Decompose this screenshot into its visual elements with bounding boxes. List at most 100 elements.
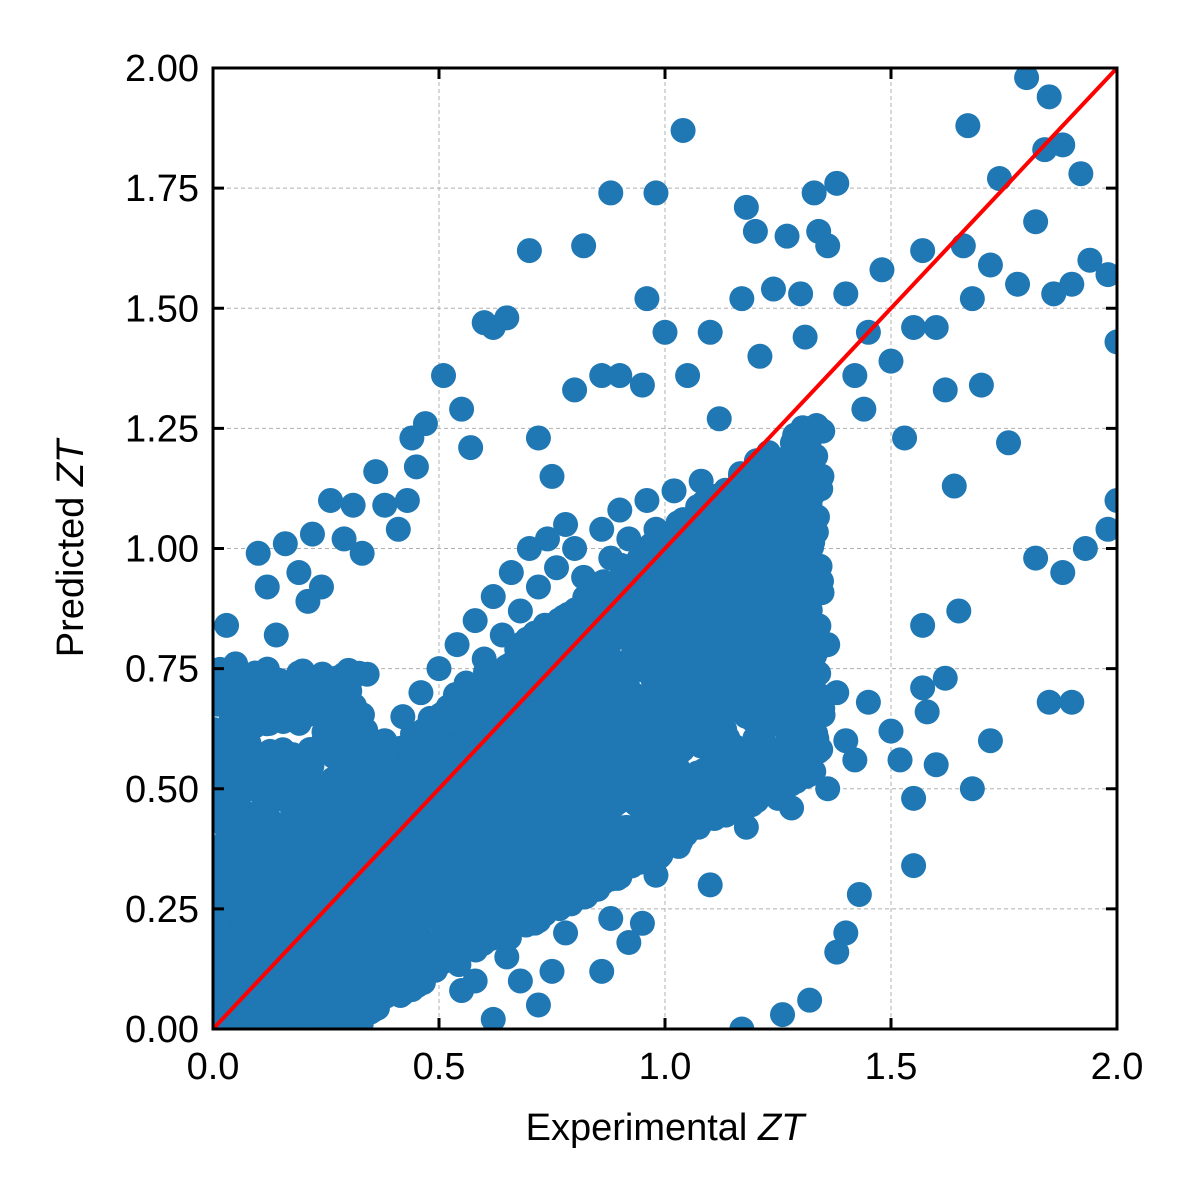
dense-point bbox=[456, 932, 482, 958]
data-point bbox=[629, 372, 655, 398]
data-points bbox=[213, 68, 1117, 1029]
data-point bbox=[426, 656, 452, 682]
dense-point bbox=[706, 700, 732, 726]
data-point bbox=[788, 281, 814, 307]
dense-point bbox=[727, 633, 753, 659]
data-point bbox=[1077, 247, 1103, 273]
data-point bbox=[525, 574, 551, 600]
dense-point bbox=[220, 854, 246, 880]
data-point bbox=[688, 468, 714, 494]
data-point bbox=[986, 166, 1012, 192]
data-point bbox=[806, 660, 832, 686]
dense-point bbox=[610, 732, 636, 758]
data-point bbox=[1036, 84, 1062, 110]
data-point bbox=[453, 670, 479, 696]
data-point bbox=[733, 814, 759, 840]
data-point bbox=[901, 785, 927, 811]
data-point bbox=[417, 958, 443, 984]
data-point bbox=[263, 881, 289, 907]
dense-point bbox=[671, 646, 697, 672]
data-point bbox=[254, 752, 280, 778]
data-point bbox=[1095, 516, 1117, 542]
dense-point bbox=[627, 690, 653, 716]
data-point bbox=[697, 497, 723, 523]
dense-point bbox=[239, 775, 265, 801]
data-point bbox=[281, 862, 307, 888]
dense-point bbox=[700, 589, 726, 615]
data-point bbox=[869, 257, 895, 283]
data-point bbox=[589, 363, 615, 389]
dense-point bbox=[321, 917, 347, 943]
data-point bbox=[598, 905, 624, 931]
dense-point bbox=[559, 800, 585, 826]
data-point bbox=[589, 958, 615, 984]
data-point bbox=[815, 776, 841, 802]
dense-point bbox=[647, 574, 673, 600]
dense-point bbox=[628, 606, 654, 632]
data-point bbox=[390, 896, 416, 922]
data-point bbox=[431, 363, 457, 389]
y-axis-title: Predicted ZT bbox=[50, 437, 92, 657]
data-point bbox=[245, 910, 271, 936]
dense-point bbox=[483, 877, 509, 903]
dense-point bbox=[652, 628, 678, 654]
data-point bbox=[774, 223, 800, 249]
dense-point bbox=[682, 625, 708, 651]
data-point bbox=[670, 507, 696, 533]
x-tick-label: 1.5 bbox=[865, 1046, 918, 1088]
data-point bbox=[770, 1002, 796, 1028]
data-point bbox=[381, 766, 407, 792]
data-point bbox=[372, 492, 398, 518]
data-point bbox=[968, 372, 994, 398]
dense-point bbox=[789, 474, 815, 500]
x-tick-labels: 0.0 0.5 1.0 1.5 2.0 bbox=[187, 1046, 1144, 1088]
dense-point bbox=[428, 766, 454, 792]
data-point bbox=[498, 560, 524, 586]
data-point bbox=[797, 987, 823, 1013]
y-tick-label: 1.75 bbox=[125, 168, 199, 210]
data-point bbox=[589, 516, 615, 542]
data-point bbox=[417, 718, 443, 744]
data-point bbox=[444, 632, 470, 658]
dense-point bbox=[255, 661, 281, 687]
data-point bbox=[236, 708, 262, 734]
dense-point bbox=[303, 778, 329, 804]
data-point bbox=[281, 776, 307, 802]
data-point bbox=[643, 180, 669, 206]
dense-point bbox=[701, 805, 727, 831]
dense-point bbox=[231, 754, 257, 780]
data-point bbox=[399, 742, 425, 768]
data-point bbox=[227, 930, 253, 956]
dense-point bbox=[625, 751, 651, 777]
y-tick-label: 0.25 bbox=[125, 889, 199, 931]
data-point bbox=[855, 689, 881, 715]
data-point bbox=[715, 785, 741, 811]
dense-point bbox=[604, 865, 630, 891]
y-axis-title-var: ZT bbox=[50, 437, 92, 487]
data-point bbox=[652, 319, 678, 345]
data-point bbox=[892, 425, 918, 451]
y-tick-label: 1.50 bbox=[125, 288, 199, 330]
dense-point bbox=[794, 424, 820, 450]
data-point bbox=[842, 747, 868, 773]
dense-point bbox=[602, 708, 628, 734]
data-point bbox=[462, 968, 488, 994]
dense-point bbox=[569, 729, 595, 755]
dense-point bbox=[252, 799, 278, 825]
dense-point-cloud bbox=[213, 413, 836, 1029]
data-point bbox=[675, 363, 701, 389]
data-point bbox=[996, 430, 1022, 456]
data-point bbox=[299, 521, 325, 547]
dense-point bbox=[270, 737, 296, 763]
data-point bbox=[625, 555, 651, 581]
data-point bbox=[354, 752, 380, 778]
data-point bbox=[254, 944, 280, 970]
dense-point bbox=[263, 846, 289, 872]
data-point bbox=[363, 459, 389, 485]
dense-point bbox=[427, 838, 453, 864]
data-point bbox=[661, 478, 687, 504]
data-point bbox=[1095, 262, 1117, 288]
data-point bbox=[760, 276, 786, 302]
data-point bbox=[1068, 161, 1094, 187]
data-point bbox=[788, 752, 814, 778]
